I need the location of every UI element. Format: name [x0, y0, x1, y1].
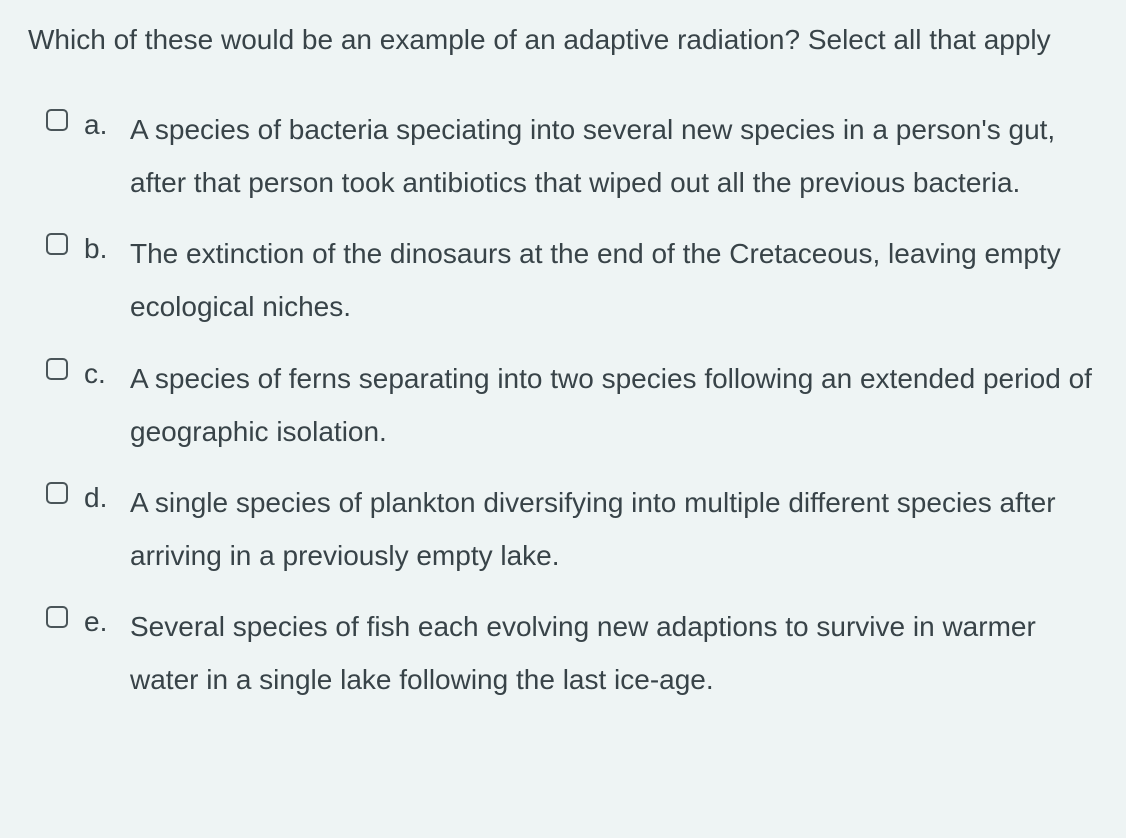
checkbox-wrap-a: [46, 103, 68, 136]
option-b: b. The extinction of the dinosaurs at th…: [46, 227, 1098, 333]
options-list: a. A species of bacteria speciating into…: [28, 103, 1098, 707]
option-letter-c: c.: [84, 352, 130, 397]
checkbox-wrap-c: [46, 352, 68, 385]
option-letter-d: d.: [84, 476, 130, 521]
option-text-c: A species of ferns separating into two s…: [130, 352, 1098, 458]
option-text-d: A single species of plankton diversifyin…: [130, 476, 1098, 582]
option-text-e: Several species of fish each evolving ne…: [130, 600, 1098, 706]
option-letter-a: a.: [84, 103, 130, 148]
checkbox-c[interactable]: [46, 358, 68, 380]
checkbox-a[interactable]: [46, 109, 68, 131]
checkbox-wrap-b: [46, 227, 68, 260]
option-text-b: The extinction of the dinosaurs at the e…: [130, 227, 1098, 333]
option-letter-b: b.: [84, 227, 130, 272]
option-a: a. A species of bacteria speciating into…: [46, 103, 1098, 209]
checkbox-b[interactable]: [46, 233, 68, 255]
option-c: c. A species of ferns separating into tw…: [46, 352, 1098, 458]
option-text-a: A species of bacteria speciating into se…: [130, 103, 1098, 209]
checkbox-e[interactable]: [46, 606, 68, 628]
question-prompt: Which of these would be an example of an…: [28, 18, 1098, 63]
checkbox-d[interactable]: [46, 482, 68, 504]
option-e: e. Several species of fish each evolving…: [46, 600, 1098, 706]
option-letter-e: e.: [84, 600, 130, 645]
checkbox-wrap-e: [46, 600, 68, 633]
checkbox-wrap-d: [46, 476, 68, 509]
option-d: d. A single species of plankton diversif…: [46, 476, 1098, 582]
